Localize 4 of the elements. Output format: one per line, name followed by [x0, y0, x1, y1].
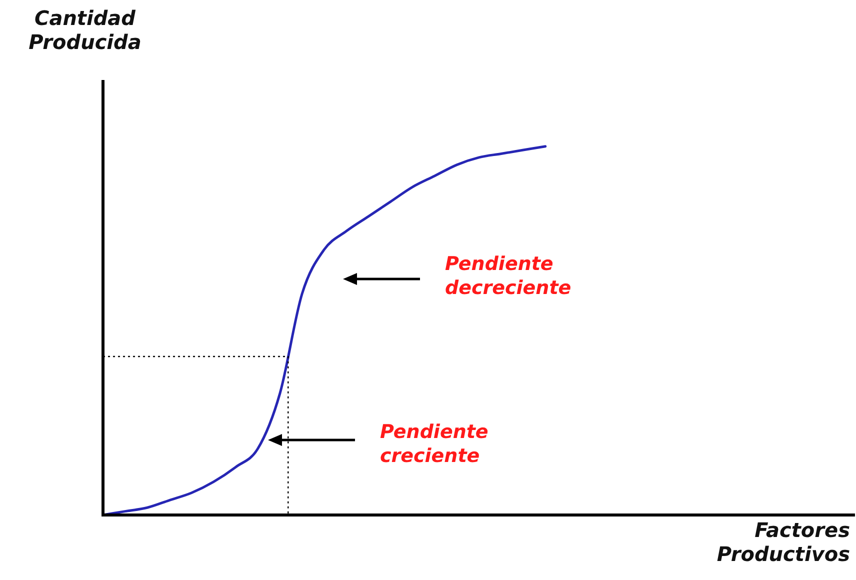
x-axis-title: Factores Productivos [716, 518, 850, 566]
annotation: Pendiente creciente [380, 420, 490, 468]
y-axis-title: Cantidad Producida [28, 6, 142, 54]
annotation: Pendiente decreciente [445, 252, 572, 300]
